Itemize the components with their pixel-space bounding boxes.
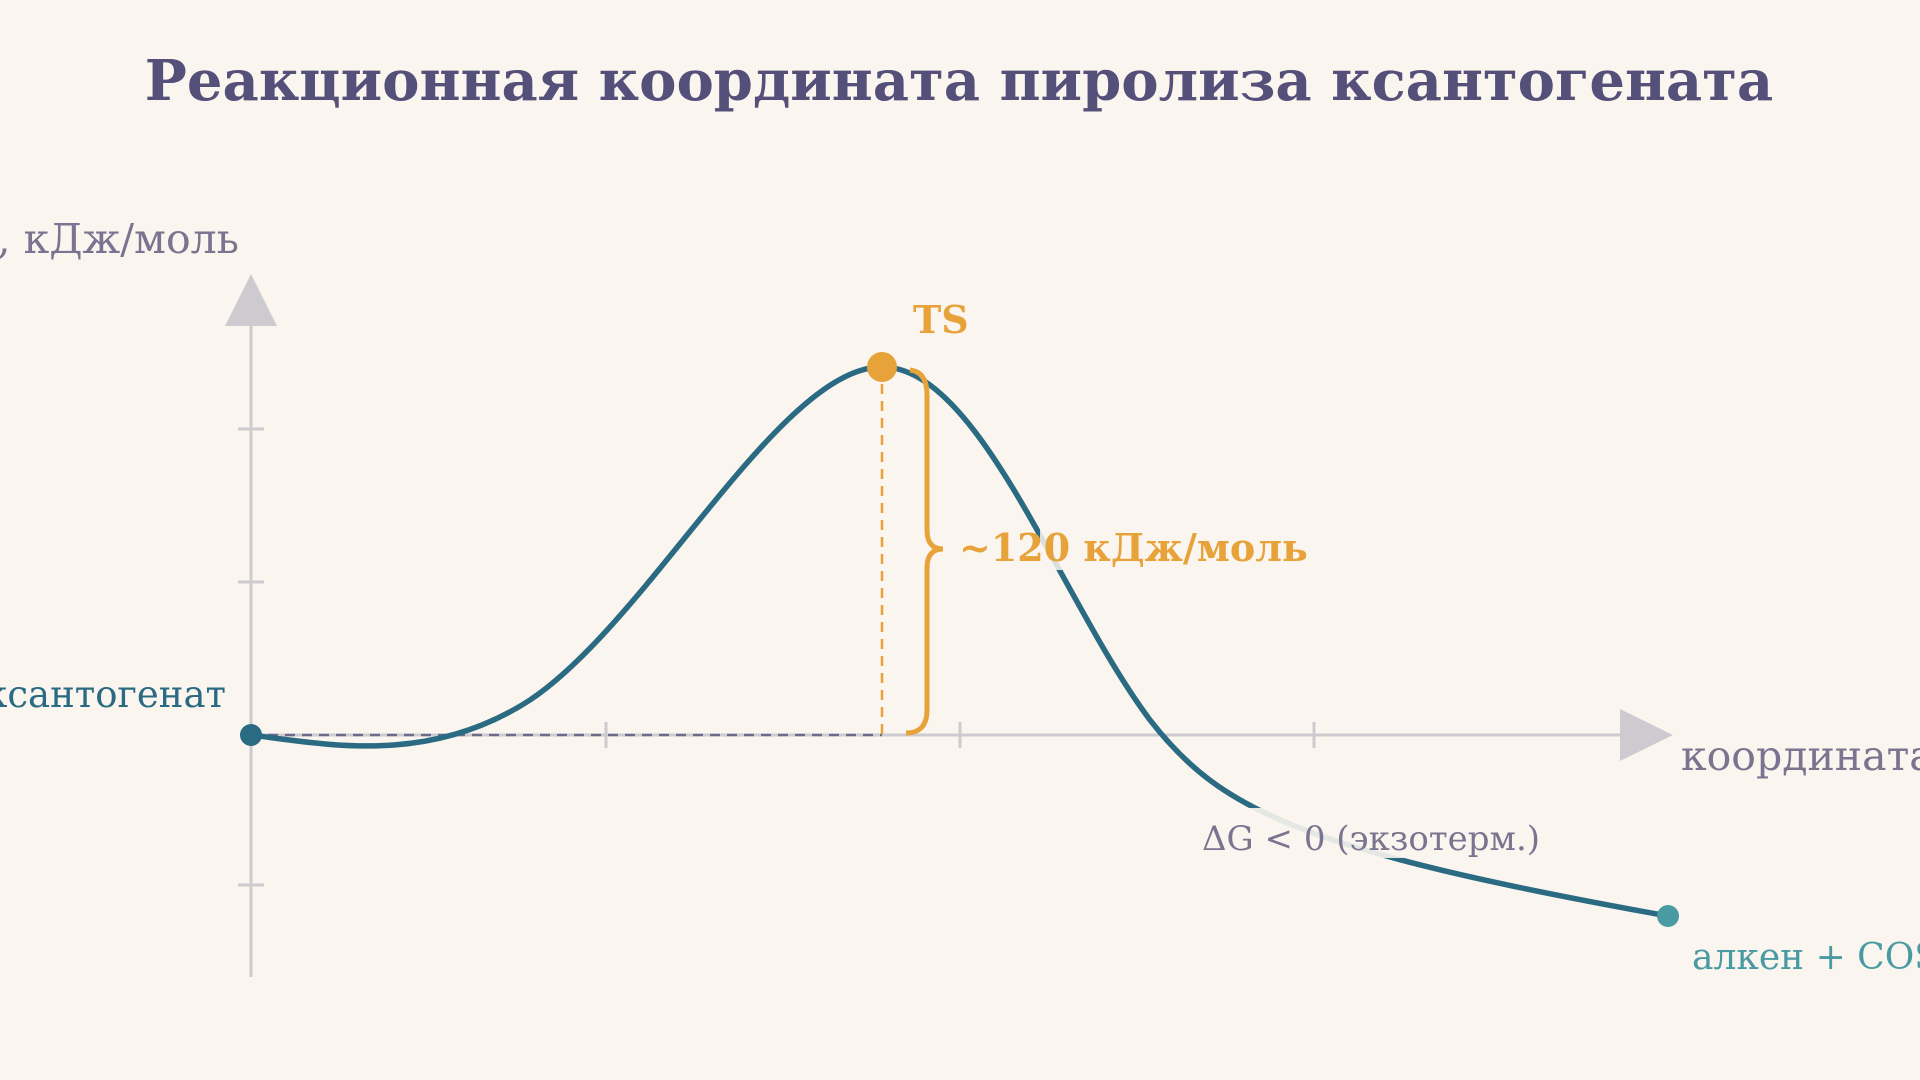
barrier-label: ~120 кДж/моль [959,525,1308,570]
reactant-point [240,724,262,746]
ts-point [867,352,897,382]
product-label: алкен + COS + [1692,937,1920,978]
ts-label: TS [913,297,969,342]
title: Реакционная координата пиролиза ксантоге… [145,48,1773,114]
x-axis-label: координата [1681,732,1920,780]
y-axis-label: , кДж/моль [0,215,239,263]
reactant-label: ксантогенат [0,673,226,716]
energy-curve [250,364,1669,919]
label-backdrop [1040,520,1110,570]
label-backdrop [1196,808,1514,858]
product-point [1657,905,1679,927]
x-arrow [1620,709,1673,761]
delta-label: ΔG < 0 (экзотерм.) [1202,819,1540,859]
y-arrow [225,274,277,326]
barrier-brace [905,367,944,736]
